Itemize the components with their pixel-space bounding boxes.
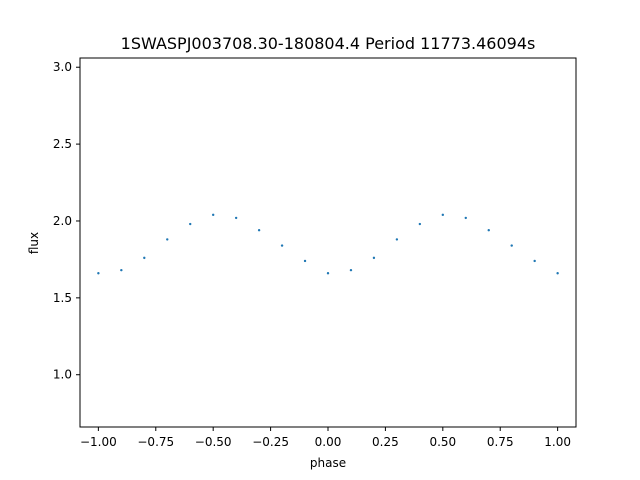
x-tick-label: 0.25 xyxy=(372,435,399,449)
data-point xyxy=(166,238,169,241)
y-axis-label: flux xyxy=(27,232,41,254)
data-point xyxy=(464,216,467,220)
x-tick-label: −0.50 xyxy=(195,435,232,449)
data-point xyxy=(533,259,536,263)
y-axis-ticks: 1.0 1.5 2.0 2.5 3.0 xyxy=(53,60,80,382)
data-point xyxy=(441,213,445,217)
x-axis-label: phase xyxy=(310,456,346,470)
data-point xyxy=(143,256,146,260)
y-tick-label: 3.0 xyxy=(53,60,72,74)
data-point xyxy=(120,268,123,272)
y-tick-label: 1.5 xyxy=(53,291,72,305)
data-point xyxy=(487,229,490,232)
plot-frame xyxy=(79,57,577,428)
data-points xyxy=(97,213,559,275)
data-point xyxy=(510,244,513,247)
data-point xyxy=(349,268,353,272)
data-point xyxy=(372,256,376,260)
data-point xyxy=(556,272,559,275)
data-point xyxy=(211,213,215,217)
data-point xyxy=(395,238,399,241)
x-tick-label: −1.00 xyxy=(80,435,117,449)
data-point xyxy=(418,222,422,226)
y-tick-label: 2.5 xyxy=(53,137,72,151)
y-tick-label: 1.0 xyxy=(53,368,72,382)
x-tick-label: −0.25 xyxy=(252,435,289,449)
data-point xyxy=(280,244,284,247)
x-tick-label: 0.75 xyxy=(487,435,514,449)
x-tick-label: 1.00 xyxy=(544,435,571,449)
data-point xyxy=(303,259,307,263)
chart-title: 1SWASPJ003708.30-180804.4 Period 11773.4… xyxy=(121,34,536,53)
x-tick-label: −0.75 xyxy=(137,435,174,449)
x-axis-ticks: −1.00 −0.75 −0.50 −0.25 0.00 0.25 0.50 0.75 1.00 xyxy=(80,427,571,449)
data-point xyxy=(189,222,192,226)
x-tick-label: 0.00 xyxy=(315,435,342,449)
data-point xyxy=(257,229,261,232)
x-tick-label: 0.50 xyxy=(429,435,456,449)
data-point xyxy=(326,272,330,275)
data-point xyxy=(97,272,100,275)
y-tick-label: 2.0 xyxy=(53,214,72,228)
data-point xyxy=(234,216,238,220)
